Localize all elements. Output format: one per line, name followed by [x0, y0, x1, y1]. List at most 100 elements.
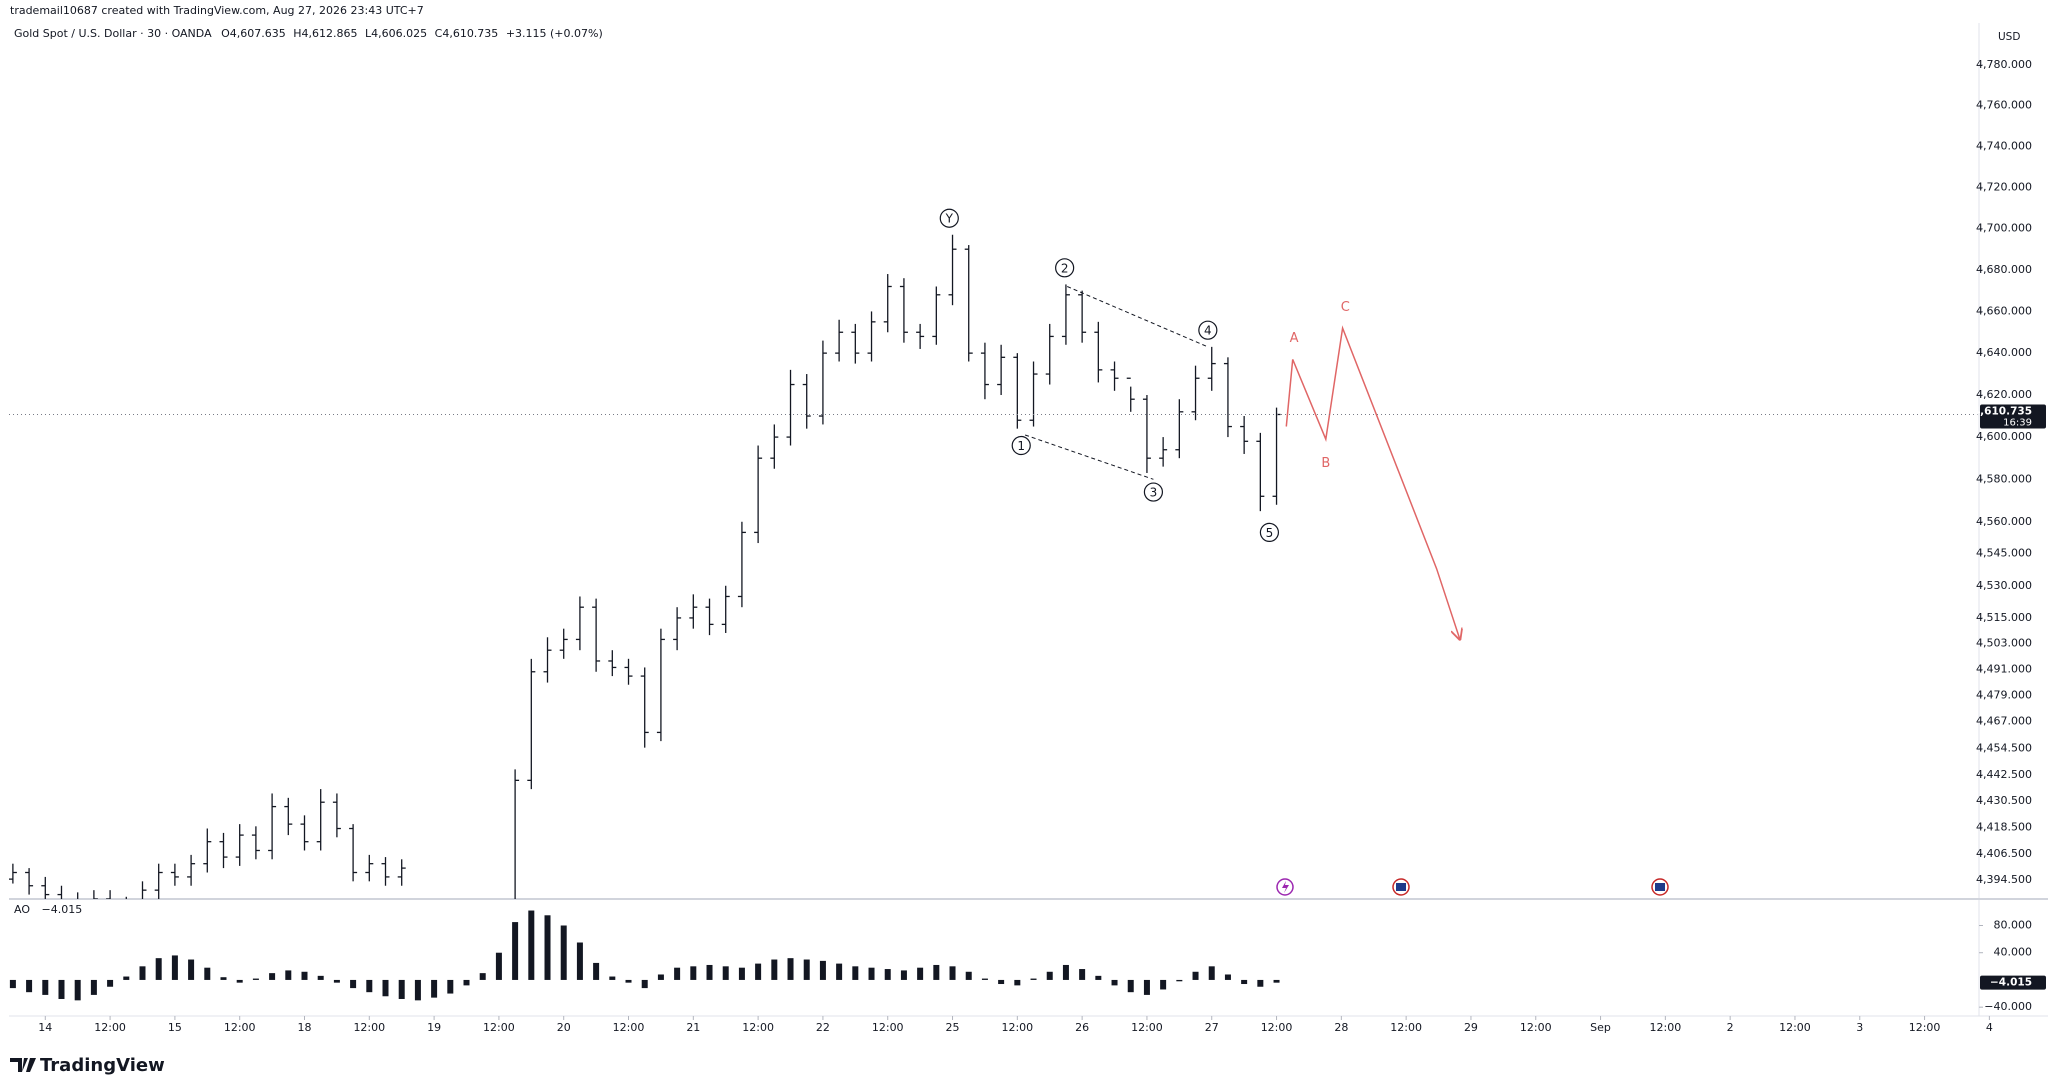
ao-bar [852, 966, 859, 980]
y-tick-label: 4,515.000 [1976, 611, 2032, 624]
ao-bar [1208, 966, 1215, 980]
last-price-label: 4,610.735 [1973, 405, 2032, 417]
ao-bar [771, 959, 778, 980]
y-tick-label: 4,442.500 [1976, 768, 2032, 781]
author-line: trademail10687 created with TradingView.… [10, 4, 424, 17]
y-tick-label: 4,680.000 [1976, 263, 2032, 276]
ao-bar [495, 952, 502, 980]
x-tick-label: 12:00 [1131, 1021, 1163, 1034]
ao-bar [657, 974, 664, 980]
legend-change: +3.115 (+0.07%) [506, 27, 603, 40]
ao-bar [236, 979, 243, 983]
x-tick-label: 12:00 [1520, 1021, 1552, 1034]
axes: 4,780.000 4,760.000 4,740.000 4,720.000 4,70… [38, 58, 2046, 1034]
ao-bar [755, 963, 762, 980]
x-tick-label: 12:00 [742, 1021, 774, 1034]
x-tick-label: 12:00 [872, 1021, 904, 1034]
legend-high: H4,612.865 [293, 27, 357, 40]
wave-marker [1055, 258, 1075, 278]
y-tick-label: 4,580.000 [1976, 472, 2032, 485]
ao-bar [1014, 979, 1021, 986]
x-tick-label: 29 [1464, 1021, 1478, 1034]
ao-bar [479, 973, 486, 980]
y-tick-label: 4,660.000 [1976, 304, 2032, 317]
legend-open: O4,607.635 [221, 27, 286, 40]
y-tick-label: 4,491.000 [1976, 663, 2032, 676]
x-tick-label: 12:00 [1261, 1021, 1293, 1034]
ao-bar [220, 977, 227, 980]
y-tick-label: 4,700.000 [1976, 222, 2032, 235]
x-tick-label: 12:00 [94, 1021, 126, 1034]
wave-label: 1 [1017, 439, 1025, 453]
ao-bar [1095, 975, 1102, 980]
ao-bar [512, 922, 519, 980]
ao-bar [139, 966, 146, 980]
ao-bar [917, 967, 924, 980]
projection-label: A [1290, 331, 1299, 346]
wave-marker [1011, 435, 1031, 456]
ao-bar [528, 910, 535, 980]
ao-bar [350, 979, 357, 989]
x-tick-label: 28 [1334, 1021, 1348, 1034]
ao-bar [625, 979, 632, 983]
projection-path [1285, 325, 1460, 639]
wave-label: Y [945, 212, 954, 226]
wave-label: 2 [1061, 261, 1069, 275]
y-tick-label: 4,406.500 [1976, 847, 2032, 860]
ao-bar [171, 955, 178, 980]
ao-bar [998, 979, 1005, 985]
ao-bar [1176, 979, 1183, 982]
projection-label: C [1341, 300, 1350, 315]
ao-bar [188, 959, 195, 980]
ao-bar [301, 971, 308, 980]
y-tick-label: 4,530.000 [1976, 579, 2032, 592]
ao-bar [123, 976, 130, 980]
x-tick-label: 26 [1075, 1021, 1089, 1034]
ao-bar [722, 966, 729, 980]
ao-bar [738, 967, 745, 980]
x-tick-label: 15 [168, 1021, 182, 1034]
ao-bar [1111, 979, 1118, 986]
x-tick-label: 25 [946, 1021, 960, 1034]
y-tick-label: 4,479.000 [1976, 689, 2032, 702]
x-tick-label: 20 [557, 1021, 571, 1034]
y-tick-label: 4,560.000 [1976, 515, 2032, 528]
ao-bar [447, 979, 454, 994]
ao-value-tag [1980, 975, 2046, 990]
legend-low: L4,606.025 [365, 27, 427, 40]
ao-bar [155, 958, 162, 980]
ao-bar [1079, 969, 1086, 980]
ao-bar [933, 964, 940, 980]
ao-bar [1224, 974, 1231, 980]
projection-label: B [1321, 456, 1330, 471]
brand-logo: TradingView [10, 1055, 165, 1076]
y-tick-label: 4,394.500 [1976, 873, 2032, 886]
x-tick-label: 4 [1986, 1021, 1993, 1034]
x-tick-label: 21 [686, 1021, 700, 1034]
y-tick-label: 4,467.000 [1976, 715, 2032, 728]
wave-label: 4 [1204, 324, 1212, 338]
x-tick-label: 3 [1856, 1021, 1863, 1034]
x-tick-label: 27 [1205, 1021, 1219, 1034]
x-tick-label: 12:00 [353, 1021, 385, 1034]
y-tick-label: 4,740.000 [1976, 139, 2032, 152]
event-icon-glyph [1655, 883, 1665, 891]
ao-bar [1160, 979, 1167, 990]
x-tick-label: 12:00 [1001, 1021, 1033, 1034]
channel-line [1024, 434, 1154, 480]
event-icon-glyph [1396, 883, 1406, 891]
x-tick-label: 12:00 [224, 1021, 256, 1034]
ao-bar [204, 967, 211, 980]
ao-bar [74, 979, 81, 1001]
wave-label: 5 [1266, 526, 1274, 540]
y-tick-label: 4,418.500 [1976, 820, 2032, 833]
ao-bar [1046, 971, 1053, 980]
ao-bar [1257, 979, 1264, 987]
ao-bar [1192, 971, 1199, 980]
ao-bar [252, 978, 259, 980]
ao-bar [382, 979, 389, 997]
x-tick-label: 12:00 [1909, 1021, 1941, 1034]
brand-name: TradingView [40, 1055, 165, 1076]
ao-bar [58, 979, 65, 999]
